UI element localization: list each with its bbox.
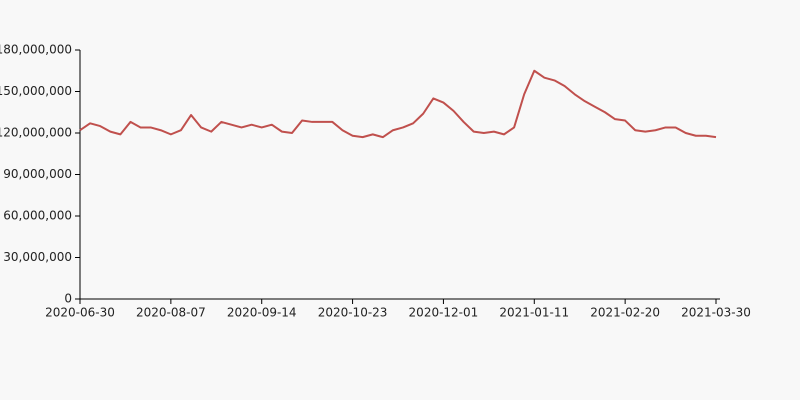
y-tick-label: 30,000,000 xyxy=(3,250,72,264)
x-tick-label: 2020-06-30 xyxy=(45,306,115,320)
x-tick-label: 2020-08-07 xyxy=(136,306,206,320)
x-tick-label: 2020-12-01 xyxy=(409,306,479,320)
x-tick-label: 2020-09-14 xyxy=(227,306,297,320)
x-tick-label: 2021-01-11 xyxy=(499,306,569,320)
y-tick-label: 150,000,000 xyxy=(0,84,72,98)
x-tick-label: 2021-03-30 xyxy=(681,306,751,320)
x-tick-label: 2020-10-23 xyxy=(318,306,388,320)
data-line xyxy=(79,69,717,139)
x-tick-label: 2021-02-20 xyxy=(590,306,660,320)
y-tick-label: 90,000,000 xyxy=(3,167,72,181)
y-tick-label: 60,000,000 xyxy=(3,209,72,223)
y-tick-label: 0 xyxy=(64,292,72,306)
y-tick-label: 120,000,000 xyxy=(0,126,72,140)
y-tick-label: 180,000,000 xyxy=(0,43,72,57)
